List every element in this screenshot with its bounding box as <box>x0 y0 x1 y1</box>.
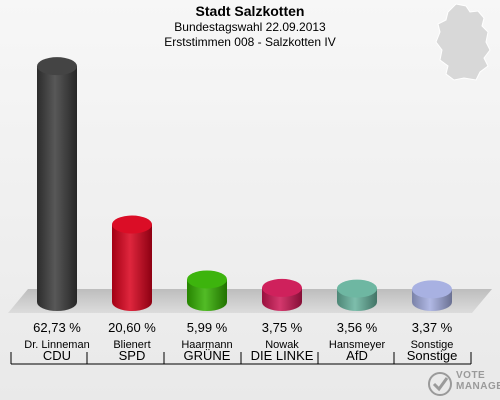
bar-value-label: 62,73 % <box>33 320 81 335</box>
bar-spd <box>112 215 152 311</box>
bar-value-label: 3,37 % <box>412 320 453 335</box>
bar-afd <box>337 279 377 311</box>
bar-value-label: 3,75 % <box>262 320 303 335</box>
bar-body <box>112 224 152 311</box>
category-label: Sonstige <box>407 348 458 363</box>
bar-grüne <box>187 270 227 311</box>
category-label: GRÜNE <box>184 348 231 363</box>
bar-top <box>187 270 227 289</box>
bar-top <box>262 278 302 297</box>
logo-text-manager: MANAGER <box>456 381 500 392</box>
bar-top <box>37 57 77 76</box>
bar-top <box>337 279 377 298</box>
chart-title: Stadt Salzkotten <box>195 3 305 19</box>
bar-value-label: 5,99 % <box>187 320 228 335</box>
chart-header: Stadt Salzkotten Bundestagswahl 22.09.20… <box>0 3 500 50</box>
germany-map-icon <box>435 3 491 81</box>
chart-subtitle-election: Bundestagswahl 22.09.2013 <box>174 20 326 34</box>
candidate-label: Hansmeyer <box>329 339 386 351</box>
candidate-label: Dr. Linneman <box>24 339 89 351</box>
vote-manager-logo: VOTE MANAGER <box>426 368 500 400</box>
candidate-label: Nowak <box>265 339 299 351</box>
bar-value-label: 3,56 % <box>337 320 378 335</box>
bar-body <box>187 279 227 311</box>
category-label: SPD <box>119 348 146 363</box>
bar-top <box>412 280 452 299</box>
logo-text-vote: VOTE <box>456 370 486 381</box>
chart-subtitle-district: Erststimmen 008 - Salzkotten IV <box>164 35 336 49</box>
bar-value-label: 20,60 % <box>108 320 156 335</box>
category-label: AfD <box>346 348 368 363</box>
bar-top <box>112 215 152 234</box>
bar-body <box>37 66 77 312</box>
bar-sonstige <box>412 280 452 311</box>
category-label: CDU <box>43 348 71 363</box>
candidate-label: Haarmann <box>181 339 232 351</box>
category-label: DIE LINKE <box>251 348 314 363</box>
bar-cdu <box>37 57 77 312</box>
candidate-label: Blienert <box>113 339 150 351</box>
candidate-label: Sonstige <box>411 339 454 351</box>
bar-die-linke <box>262 278 302 311</box>
vote-check-icon <box>428 372 452 396</box>
